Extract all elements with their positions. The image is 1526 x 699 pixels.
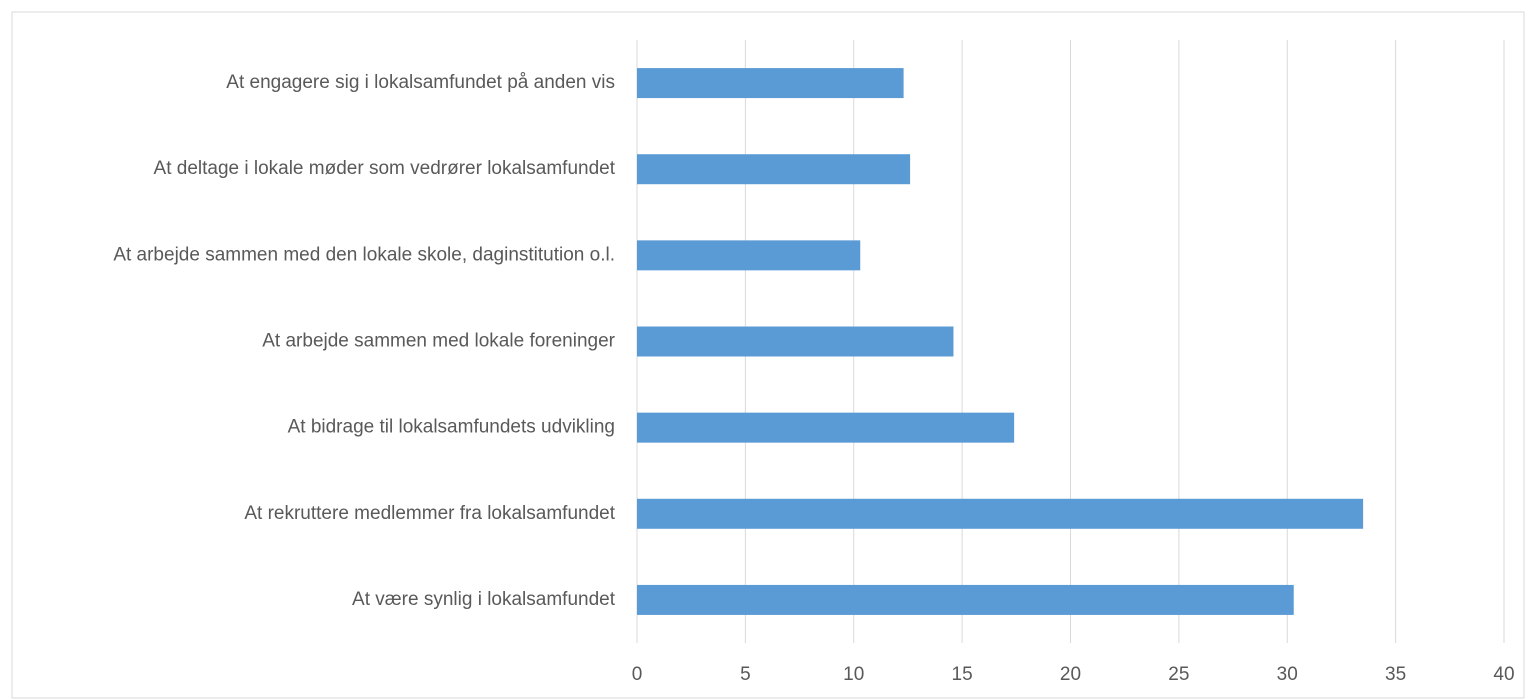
y-tick-label: At engagere sig i lokalsamfundet på ande…: [226, 72, 615, 93]
bar: [637, 498, 1364, 529]
bar: [637, 412, 1015, 443]
bar: [637, 584, 1294, 615]
x-tick-label: 30: [1277, 664, 1298, 685]
bar: [637, 154, 911, 185]
y-tick-label: At være synlig i lokalsamfundet: [352, 589, 616, 610]
y-tick-label: At rekruttere medlemmer fra lokalsamfund…: [244, 503, 615, 524]
x-tick-label: 35: [1385, 664, 1406, 685]
x-tick-label: 10: [843, 664, 864, 685]
bar: [637, 240, 861, 271]
x-tick-label: 0: [632, 664, 643, 685]
y-tick-label: At arbejde sammen med lokale foreninger: [262, 331, 615, 352]
y-tick-label: At deltage i lokale møder som vedrører l…: [154, 158, 616, 179]
x-tick-label: 15: [952, 664, 973, 685]
y-tick-label: At arbejde sammen med den lokale skole, …: [113, 244, 615, 265]
x-tick-label: 5: [740, 664, 751, 685]
x-tick-label: 25: [1168, 664, 1189, 685]
y-tick-label: At bidrage til lokalsamfundets udvikling: [288, 417, 615, 438]
x-tick-label: 40: [1493, 664, 1514, 685]
x-tick-label: 20: [1060, 664, 1081, 685]
bar: [637, 326, 954, 357]
bar: [637, 68, 904, 99]
